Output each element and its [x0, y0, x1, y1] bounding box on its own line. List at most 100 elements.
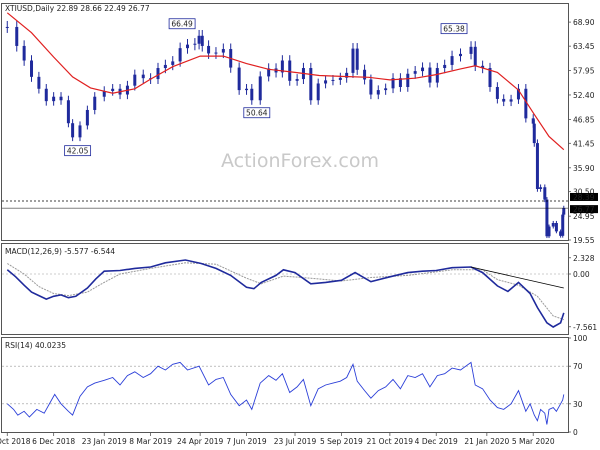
price-candle-body — [535, 143, 539, 190]
price-candle-body — [369, 79, 373, 95]
x-tick-label: 5 Mar 2020 — [512, 437, 555, 446]
last-close-tag-box — [570, 205, 598, 214]
price-candle-body — [458, 53, 462, 57]
price-candle-body — [37, 76, 41, 89]
price-candle-body — [288, 60, 292, 81]
x-tick-label: 7 Jun 2019 — [226, 437, 267, 446]
x-tick-label: 8 Mar 2019 — [129, 437, 172, 446]
price-candle-body — [551, 223, 555, 227]
price-candle-body — [52, 96, 56, 102]
macd-y-tick-label: -7.561 — [573, 323, 597, 332]
price-candle-body — [59, 96, 63, 101]
rsi-y-tick-label: 100 — [573, 334, 588, 343]
price-candle-body — [345, 72, 349, 78]
price-candle-body — [280, 60, 284, 73]
symbol-header: XTIUSD,Daily 22.89 28.66 22.49 26.77 — [5, 4, 150, 13]
price-candle-body — [93, 96, 97, 110]
last-level-tag-box — [570, 192, 598, 201]
price-candle-body — [531, 118, 535, 124]
price-candle-body — [237, 67, 241, 91]
price-candle-body — [178, 48, 182, 62]
price-candle-body — [141, 74, 145, 79]
macd-y-tick-label: 0.00 — [573, 270, 590, 279]
price-candle-body — [488, 68, 492, 88]
macd-panel-frame — [1, 243, 569, 335]
price-candle-body — [516, 88, 520, 100]
price-candle-body — [562, 208, 566, 215]
watermark: ActionForex.com — [221, 150, 379, 172]
moving-average-line — [6, 12, 565, 151]
macd-y-tick-label: 2.328 — [573, 254, 595, 263]
price-candle-body — [502, 98, 506, 102]
price-candle-body — [163, 64, 167, 69]
price-plot: 42.05 66.49 50.64 65.38 — [2, 12, 568, 239]
rsi-panel-frame — [1, 337, 569, 433]
price-candle-body — [267, 68, 271, 77]
price-candle-body — [245, 88, 249, 91]
price-candle-body — [111, 88, 115, 91]
price-candle-body — [351, 48, 355, 73]
price-y-tick-label: 30.50 — [573, 188, 595, 197]
price-candle-body — [250, 88, 254, 101]
price-candles — [5, 20, 566, 239]
price-y-tick-label: 68.90 — [573, 18, 595, 27]
price-candle-body — [295, 79, 299, 81]
price-y-tick-label: 35.90 — [573, 164, 595, 173]
price-candle-body — [85, 109, 89, 126]
macd-title: MACD(12,26,9) -5.577 -6.544 — [5, 247, 115, 256]
x-tick-label: 23 Jan 2019 — [82, 437, 127, 446]
price-candle-body — [543, 187, 547, 200]
rsi-line — [7, 361, 565, 425]
price-candle-body — [200, 35, 204, 46]
price-y-tick-label: 57.95 — [573, 66, 595, 75]
annotation-label: 65.38 — [443, 25, 465, 34]
price-candle-body — [221, 49, 225, 53]
price-candle-body — [207, 45, 211, 54]
price-y-tick-label: 41.45 — [573, 139, 595, 148]
price-candle-body — [71, 123, 75, 138]
price-y-tick-label: 52.40 — [573, 91, 595, 100]
price-candle-body — [376, 90, 380, 95]
price-candle-body — [545, 199, 549, 237]
price-candle-body — [406, 73, 410, 88]
price-candle-body — [391, 78, 395, 89]
price-candle-body — [324, 80, 328, 84]
price-y-tick-label: 63.45 — [573, 42, 595, 51]
annotation-box — [168, 18, 196, 30]
price-candle-body — [509, 99, 513, 102]
price-candle-body — [214, 52, 218, 54]
macd-plot — [2, 259, 568, 328]
price-candle-body — [443, 64, 447, 69]
price-candle-body — [355, 48, 359, 70]
x-tick-label: 21 Oct 2019 — [367, 437, 414, 446]
rsi-y-tick-label: 30 — [573, 400, 583, 409]
price-candle-body — [171, 61, 175, 65]
price-candle-body — [495, 87, 499, 99]
price-candle-body — [559, 231, 563, 236]
rsi-plot — [2, 361, 568, 425]
price-candle-body — [15, 26, 19, 46]
price-candle-body — [384, 88, 388, 91]
price-candle-body — [186, 44, 190, 49]
macd-line — [6, 259, 565, 328]
price-candle-body — [435, 68, 439, 83]
annotation-box — [243, 107, 271, 119]
signal-line — [7, 262, 564, 321]
price-candle-body — [469, 46, 473, 54]
price-candle-body — [316, 83, 320, 101]
price-panel-frame — [1, 3, 569, 241]
price-candle-body — [547, 226, 551, 237]
last-close-tag: 26.77 — [573, 205, 595, 214]
price-candle-body — [524, 88, 528, 119]
annotation-box — [64, 145, 92, 157]
price-candle-body — [363, 69, 367, 80]
price-y-tick-label: 46.85 — [573, 115, 595, 124]
price-candle-body — [156, 68, 160, 80]
x-tick-label: 23 Oct 2018 — [0, 437, 31, 446]
price-candle-body — [22, 45, 26, 61]
x-tick-label: 23 Jul 2019 — [274, 437, 317, 446]
annotation-label: 42.05 — [67, 147, 89, 156]
price-candle-body — [398, 78, 402, 88]
price-candle-body — [561, 214, 565, 236]
